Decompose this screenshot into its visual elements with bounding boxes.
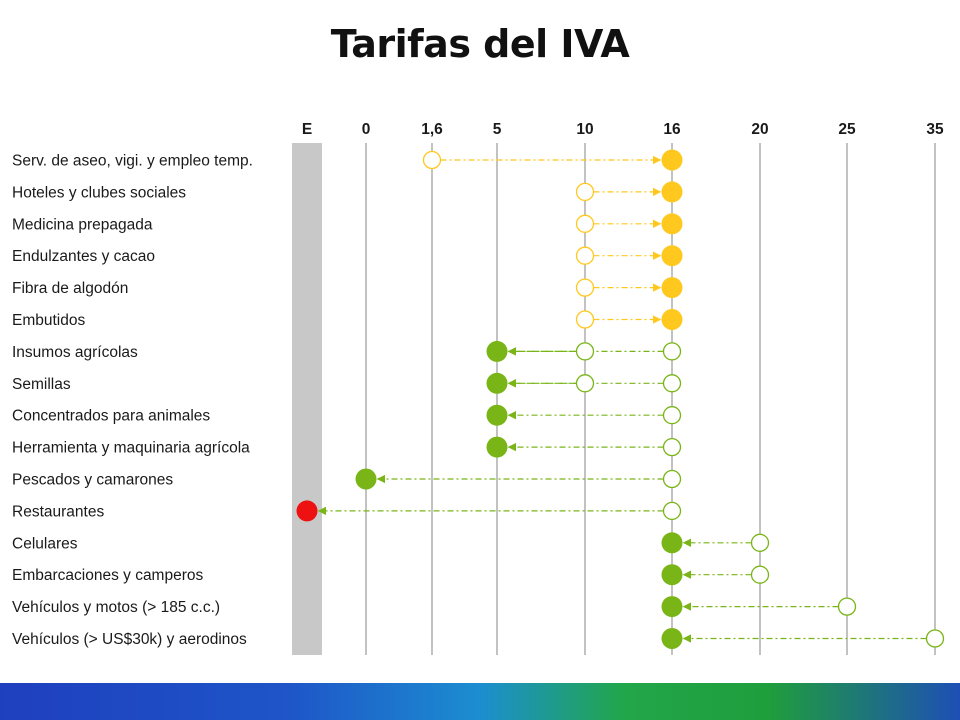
category-label: Celulares bbox=[12, 535, 78, 552]
x-tick-label: 16 bbox=[663, 121, 681, 138]
previous-rate-marker bbox=[575, 246, 595, 265]
new-rate-marker bbox=[661, 213, 683, 235]
new-rate-marker bbox=[486, 436, 508, 458]
x-tick-label: 20 bbox=[751, 121, 768, 138]
new-rate-marker bbox=[661, 277, 683, 299]
change-arrows bbox=[317, 155, 927, 643]
previous-rate-marker bbox=[662, 469, 682, 489]
new-rate-marker bbox=[486, 340, 508, 362]
new-rate-marker bbox=[661, 245, 683, 267]
previous-rate-marker bbox=[575, 310, 595, 329]
new-rate-marker bbox=[661, 596, 683, 618]
category-label: Pescados y camarones bbox=[12, 472, 173, 489]
new-rate-marker bbox=[661, 181, 683, 203]
previous-rate-marker bbox=[662, 374, 682, 393]
new-rate-marker bbox=[661, 628, 683, 649]
new-rate-marker bbox=[661, 309, 683, 330]
category-label: Embutidos bbox=[12, 312, 85, 329]
category-label: Vehículos y motos (> 185 c.c.) bbox=[12, 599, 220, 616]
x-tick-label: 1,6 bbox=[421, 121, 443, 138]
category-label: Insumos agrícolas bbox=[12, 344, 138, 361]
category-label: Embarcaciones y camperos bbox=[12, 567, 203, 584]
x-tick-label: 35 bbox=[926, 121, 944, 138]
rate-markers bbox=[296, 149, 945, 649]
new-rate-marker bbox=[661, 149, 683, 171]
previous-rate-marker bbox=[575, 342, 595, 361]
category-label: Vehículos (> US$30k) y aerodinos bbox=[12, 631, 247, 648]
new-rate-marker bbox=[661, 564, 683, 586]
category-label: Herramienta y maquinaria agrícola bbox=[12, 440, 250, 457]
previous-rate-marker bbox=[662, 406, 682, 425]
category-label: Serv. de aseo, vigi. y empleo temp. bbox=[12, 153, 253, 170]
category-label: Hoteles y clubes sociales bbox=[12, 184, 186, 201]
category-labels: Serv. de aseo, vigi. y empleo temp. Hotel… bbox=[12, 153, 253, 649]
category-label: Fibra de algodón bbox=[12, 280, 128, 297]
category-label: Concentrados para animales bbox=[12, 408, 210, 425]
category-label: Restaurantes bbox=[12, 503, 104, 520]
new-rate-marker bbox=[486, 372, 508, 394]
x-tick-label: 5 bbox=[493, 121, 502, 138]
previous-rate-marker bbox=[575, 278, 595, 297]
category-label: Medicina prepagada bbox=[12, 216, 153, 233]
previous-rate-marker bbox=[575, 182, 595, 202]
previous-rate-marker bbox=[837, 597, 857, 616]
tariff-chart: E 0 1,6 5 10 16 20 25 35 Serv. de aseo, vigi. y … bbox=[12, 121, 945, 655]
previous-rate-marker bbox=[575, 214, 595, 233]
new-rate-marker bbox=[486, 404, 508, 426]
previous-rate-marker bbox=[575, 374, 595, 393]
previous-rate-marker bbox=[662, 342, 682, 361]
x-tick-label: E bbox=[302, 121, 312, 138]
x-tick-label: 10 bbox=[576, 121, 593, 138]
previous-rate-marker bbox=[422, 150, 442, 170]
x-axis-ticks: E 0 1,6 5 10 16 20 25 35 bbox=[302, 121, 944, 138]
exempt-column-bar bbox=[292, 143, 322, 655]
new-rate-marker bbox=[661, 532, 683, 554]
footer-gradient-band bbox=[0, 683, 960, 720]
previous-rate-marker bbox=[750, 565, 770, 584]
new-rate-marker bbox=[296, 500, 318, 522]
previous-rate-marker bbox=[662, 437, 682, 457]
previous-rate-marker bbox=[925, 629, 945, 648]
x-tick-label: 25 bbox=[838, 121, 856, 138]
previous-rate-marker bbox=[750, 533, 770, 552]
previous-rate-marker bbox=[662, 501, 682, 521]
new-rate-marker bbox=[355, 468, 377, 490]
gridlines bbox=[292, 143, 936, 655]
category-label: Endulzantes y cacao bbox=[12, 248, 155, 265]
chart-title: Tarifas del IVA bbox=[330, 22, 630, 66]
x-tick-label: 0 bbox=[362, 121, 371, 138]
category-label: Semillas bbox=[12, 376, 71, 393]
